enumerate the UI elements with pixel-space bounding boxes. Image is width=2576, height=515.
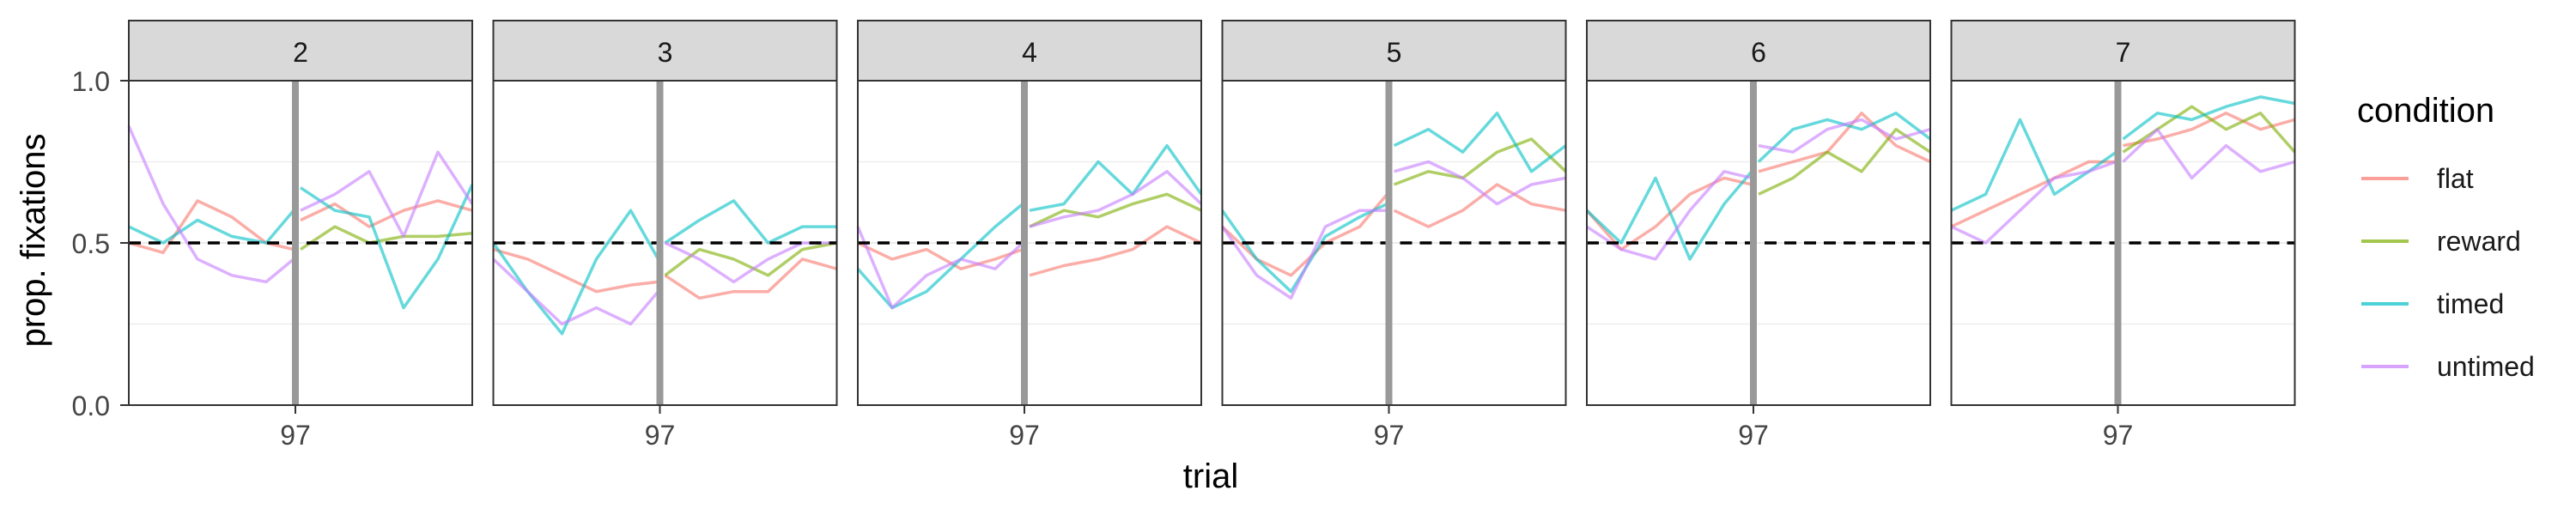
x-tick-label: 97 xyxy=(1738,420,1769,451)
facet-strip xyxy=(128,20,473,82)
facet-strip xyxy=(1221,20,1567,82)
x-tick-label: 97 xyxy=(1009,420,1040,451)
series-line-reward xyxy=(1393,137,1567,186)
series-line-untimed xyxy=(1394,160,1566,206)
x-tick-label: 97 xyxy=(1374,420,1405,451)
series-line-timed xyxy=(128,209,295,245)
legend-label-untimed: untimed xyxy=(2437,351,2535,382)
series-line-timed xyxy=(492,209,660,336)
x-axis-title: trial xyxy=(1183,457,1238,495)
panel-border xyxy=(492,80,838,406)
series-line-untimed xyxy=(492,258,659,326)
series-line-reward xyxy=(300,225,473,251)
series-line-reward xyxy=(664,241,837,277)
series-line-untimed xyxy=(1221,209,1388,300)
legend-label-reward: reward xyxy=(2437,226,2521,257)
series-line-untimed xyxy=(1950,160,2117,245)
legend-label-flat: flat xyxy=(2437,163,2474,194)
series-line-flat xyxy=(857,241,1024,270)
facet-strip-label: 5 xyxy=(1387,37,1402,68)
series-line-reward xyxy=(1758,127,1931,196)
legend-items: flat reward timed untimed xyxy=(2361,163,2535,382)
facet-strip xyxy=(492,20,838,82)
series-line-timed xyxy=(300,184,474,310)
series-line-timed xyxy=(2122,95,2295,141)
facet-panel-6: 6 97 xyxy=(1585,20,1932,451)
facet-strip-label: 3 xyxy=(658,37,673,68)
series-line-timed xyxy=(856,203,1024,310)
facet-panel-3: 3 97 xyxy=(492,20,838,451)
series-line-untimed xyxy=(2122,127,2295,180)
legend-title: condition xyxy=(2357,92,2494,130)
facet-panel-5: 5 97 xyxy=(1221,20,1567,451)
facet-strip-label: 2 xyxy=(293,37,308,68)
y-tick-label: 1.0 xyxy=(72,66,110,97)
series-line-untimed xyxy=(856,226,1024,310)
y-tick-label: 0.5 xyxy=(72,228,110,259)
series-line-flat xyxy=(2123,112,2295,148)
series-line-untimed xyxy=(664,241,837,284)
y-axis: 0.0 0.5 1.0 xyxy=(72,66,129,421)
series-line-untimed xyxy=(1029,170,1203,228)
x-tick-label: 97 xyxy=(280,420,311,451)
series-line-timed xyxy=(664,199,837,245)
y-axis-title: prop. fixations xyxy=(15,133,52,347)
panel-border xyxy=(1221,80,1567,406)
series-line-reward xyxy=(1029,192,1202,228)
legend: condition flat reward timed untimed xyxy=(2357,92,2535,382)
panel-border xyxy=(1950,80,2296,406)
series-line-timed xyxy=(1393,112,1567,173)
panel-border xyxy=(1586,80,1931,406)
legend-label-timed: timed xyxy=(2437,288,2504,319)
facet-panel-7: 7 97 xyxy=(1950,20,2296,451)
x-tick-label: 97 xyxy=(645,420,676,451)
panels-group: 2 97 3 97 4 97 5 97 6 97 7 97 xyxy=(127,20,2296,451)
series-line-untimed xyxy=(127,125,295,284)
facet-strip-label: 6 xyxy=(1751,37,1766,68)
series-line-untimed xyxy=(300,150,474,239)
series-line-flat xyxy=(1950,160,2117,228)
series-line-flat xyxy=(493,247,659,294)
series-line-timed xyxy=(1585,170,1753,261)
panel-border xyxy=(857,80,1202,406)
series-line-timed xyxy=(1950,118,2117,212)
facet-panel-2: 2 97 xyxy=(127,20,474,451)
series-line-untimed xyxy=(1758,118,1931,154)
x-tick-label: 97 xyxy=(2103,420,2134,451)
facet-strip xyxy=(857,20,1202,82)
series-line-timed xyxy=(1029,143,1203,212)
series-line-flat xyxy=(664,258,837,300)
facet-strip xyxy=(1586,20,1931,82)
y-tick-label: 0.0 xyxy=(72,391,110,421)
facet-strip-label: 7 xyxy=(2116,37,2131,68)
series-line-flat xyxy=(1393,183,1566,228)
series-line-flat xyxy=(1758,112,1931,173)
facet-panel-4: 4 97 xyxy=(856,20,1203,451)
series-line-untimed xyxy=(1586,170,1753,261)
series-line-flat xyxy=(1029,225,1202,277)
facet-strip-label: 4 xyxy=(1022,37,1037,68)
